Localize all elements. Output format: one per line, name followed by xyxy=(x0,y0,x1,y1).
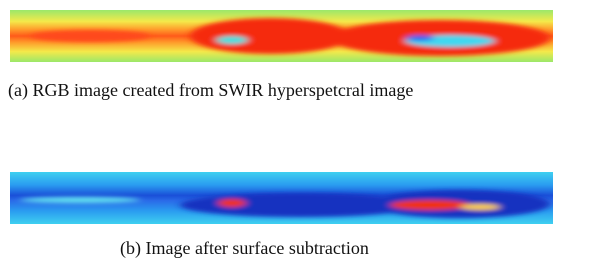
figure-panels xyxy=(0,0,612,266)
rgb-image xyxy=(10,10,553,62)
caption: (a) RGB image created from SWIR hyperspe… xyxy=(8,80,413,101)
subtracted-image xyxy=(10,172,553,224)
page: (a) RGB image created from SWIR hyperspe… xyxy=(0,0,612,266)
caption: (b) Image after surface subtraction xyxy=(120,238,369,259)
